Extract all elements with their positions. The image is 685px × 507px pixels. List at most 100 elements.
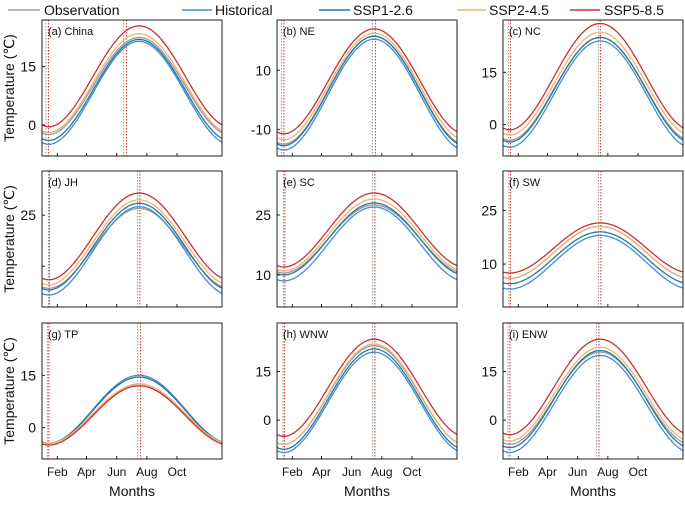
y-tick-label: 15	[255, 364, 271, 380]
series-line-ssp2-4-5	[41, 32, 223, 134]
plot-area	[503, 171, 683, 307]
x-tick-label: Aug	[371, 465, 392, 479]
y-tick-label: 0	[28, 420, 36, 436]
y-tick-label: 15	[481, 364, 497, 380]
series-line-historical	[502, 40, 684, 148]
series-line-historical	[41, 40, 223, 145]
panel-1: -10 10 (b) NE	[251, 19, 458, 157]
legend-label: SSP2-4.5	[489, 2, 549, 18]
axes-frame	[41, 170, 223, 308]
panel-7: 0 15 (h) WNW Feb Apr Jun Aug Oct Months	[255, 322, 458, 499]
axes-frame	[276, 322, 458, 460]
series-line-ssp2-4-5	[276, 32, 458, 141]
series-line-ssp1-2-6	[502, 36, 684, 143]
series-line-ssp2-4-5	[502, 31, 684, 136]
series-line-observation	[502, 351, 684, 446]
series-line-ssp5-8-5	[276, 28, 458, 135]
x-tick-label: Jun	[568, 465, 587, 479]
y-tick-label: 25	[20, 207, 36, 223]
series-line-ssp2-4-5	[502, 225, 684, 279]
axes-frame	[502, 170, 684, 308]
panel-title: (f) SW	[509, 177, 541, 189]
y-tick-label: 15	[20, 59, 36, 75]
series-line-observation	[41, 36, 223, 136]
plot-area	[42, 323, 222, 459]
x-axis-title: Months	[570, 483, 616, 499]
y-tick-label: 10	[255, 62, 271, 78]
series-line-ssp5-8-5	[276, 338, 458, 437]
y-tick-label: 15	[481, 64, 497, 80]
legend-entry-observation: Observation	[8, 2, 119, 18]
panel-title: (g) TP	[48, 329, 78, 341]
y-axis-title: Temperature (℃)	[1, 337, 17, 445]
series-line-ssp5-8-5	[41, 385, 223, 446]
panel-2: 0 15 (c) NC	[481, 19, 684, 157]
plot-area	[503, 323, 683, 459]
series-line-ssp2-4-5	[502, 346, 684, 442]
series-line-ssp2-4-5	[276, 198, 458, 272]
plot-area	[42, 171, 222, 307]
axes-frame	[41, 19, 223, 157]
x-tick-label: Feb	[508, 465, 529, 479]
series-line-ssp1-2-6	[41, 376, 223, 444]
y-tick-label: 0	[28, 117, 36, 133]
legend: Observation Historical SSP1-2.6 SSP2-4.5 SSP…	[8, 2, 664, 18]
legend-entry-ssp1-2-6: SSP1-2.6	[319, 2, 413, 18]
series-line-ssp1-2-6	[502, 349, 684, 449]
series-line-ssp5-8-5	[502, 222, 684, 274]
x-tick-label: Apr	[538, 465, 557, 479]
series-line-ssp1-2-6	[502, 231, 684, 285]
x-tick-label: Oct	[403, 465, 422, 479]
x-tick-label: Apr	[312, 465, 331, 479]
y-tick-label: 0	[489, 117, 497, 133]
x-axis-title: Months	[109, 483, 155, 499]
series-line-ssp1-2-6	[41, 38, 223, 142]
legend-entry-ssp2-4-5: SSP2-4.5	[457, 2, 549, 18]
panel-title: (a) China	[48, 26, 94, 38]
x-tick-label: Aug	[597, 465, 618, 479]
axes-frame	[276, 170, 458, 308]
series-line-historical	[502, 354, 684, 454]
y-axis-title: Temperature (℃)	[1, 34, 17, 142]
axes-frame	[502, 322, 684, 460]
y-axis-title: Temperature (℃)	[1, 185, 17, 293]
series-line-ssp5-8-5	[502, 22, 684, 131]
series-line-historical	[276, 206, 458, 282]
plot-area	[277, 171, 457, 307]
series-line-ssp5-8-5	[502, 338, 684, 436]
panel-4: 10 25 (e) SC	[255, 170, 458, 308]
y-tick-label: 0	[263, 412, 271, 428]
panels: 0 15 (a) China Temperature (℃) -10 10 (b) NE 0 1…	[1, 19, 684, 499]
panel-6: 0 15 (g) TP Temperature (℃) Feb Apr Jun Aug Oct M…	[1, 322, 223, 499]
panel-3: 25 (d) JH Temperature (℃)	[1, 170, 223, 308]
x-tick-label: Feb	[47, 465, 68, 479]
axes-frame	[41, 322, 223, 460]
x-tick-label: Feb	[282, 465, 303, 479]
panel-title: (h) WNW	[283, 329, 329, 341]
x-tick-label: Oct	[629, 465, 648, 479]
series-line-historical	[276, 351, 458, 454]
x-axis-title: Months	[344, 483, 390, 499]
legend-label: SSP5-8.5	[604, 2, 664, 18]
legend-entry-historical: Historical	[182, 2, 273, 18]
y-tick-label: 25	[481, 202, 497, 218]
legend-entry-ssp5-8-5: SSP5-8.5	[570, 2, 664, 18]
panel-0: 0 15 (a) China Temperature (℃)	[1, 19, 223, 157]
series-line-historical	[502, 234, 684, 290]
series-line-historical	[276, 38, 458, 151]
plot-area	[277, 20, 457, 156]
y-tick-label: 10	[255, 267, 271, 283]
panel-title: (c) NC	[509, 26, 541, 38]
axes-frame	[276, 19, 458, 157]
panel-title: (b) NE	[283, 26, 315, 38]
series-line-ssp5-8-5	[41, 25, 223, 128]
y-tick-label: -10	[251, 121, 271, 137]
panel-title: (i) ENW	[509, 329, 548, 341]
panel-5: 10 25 (f) SW	[481, 170, 684, 308]
series-line-ssp2-4-5	[41, 383, 223, 444]
y-tick-label: 10	[481, 256, 497, 272]
x-tick-label: Jun	[342, 465, 361, 479]
legend-label: SSP1-2.6	[353, 2, 413, 18]
panel-title: (d) JH	[48, 177, 78, 189]
